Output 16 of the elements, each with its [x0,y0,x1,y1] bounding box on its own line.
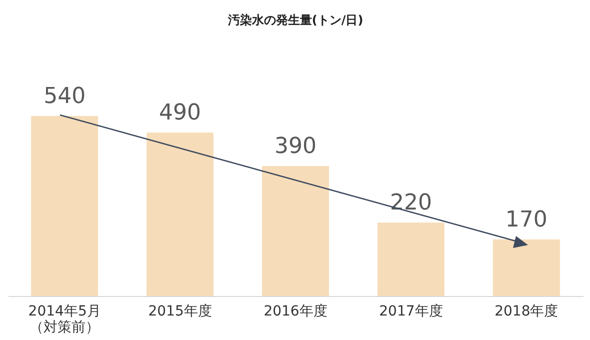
data-label: 490 [159,100,202,126]
x-tick-label: 2014年5月（対策前） [28,304,101,336]
x-tick-label: 2018年度 [494,304,558,320]
bar [377,222,444,296]
x-tick-label: 2015年度 [148,304,212,320]
bar [146,132,214,296]
data-label: 540 [44,84,86,109]
bar [492,239,560,296]
bar [31,116,98,296]
x-tick-label: 2016年度 [264,304,328,320]
data-label: 220 [390,190,432,216]
bar [262,166,329,296]
x-tick-label: 2017年度 [379,304,443,320]
data-label: 390 [274,134,316,159]
data-label: 170 [505,207,548,232]
chart-title: 汚染水の発生量(トン/日) [226,13,364,27]
